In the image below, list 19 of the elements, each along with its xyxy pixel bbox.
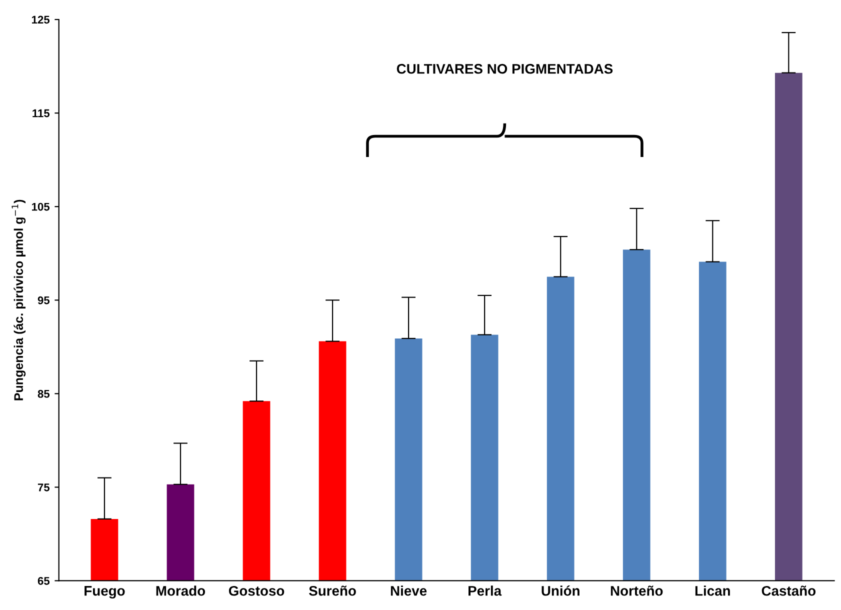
y-tick-label: 125 xyxy=(32,16,50,24)
x-tick-label: Morado xyxy=(156,586,206,596)
y-tick-label: 115 xyxy=(32,109,50,118)
y-tick-label: 85 xyxy=(38,390,50,398)
x-tick-label: Nieve xyxy=(390,586,427,596)
x-tick-label: Gostoso xyxy=(228,586,284,596)
y-tick-label: 75 xyxy=(38,484,50,492)
annotation: CULTIVARES NO PIGMENTADAS xyxy=(396,64,613,74)
y-axis-title: Pungencia (ác. pirúvico µmol g$^{−1}$) xyxy=(12,200,26,400)
x-tick-label: Castaño xyxy=(762,586,816,596)
y-tick-label: 65 xyxy=(38,576,50,585)
x-tick-label: Perla xyxy=(468,586,502,596)
y-tick-label: 105 xyxy=(32,202,50,211)
y-tick-label: 95 xyxy=(38,296,50,304)
x-tick-label: Sureño xyxy=(309,586,356,596)
x-tick-label: Unión xyxy=(542,585,580,596)
x-tick-label: Fuego xyxy=(84,586,125,599)
x-tick-label: Lican xyxy=(695,586,730,596)
x-tick-label: Norteño xyxy=(610,586,663,596)
